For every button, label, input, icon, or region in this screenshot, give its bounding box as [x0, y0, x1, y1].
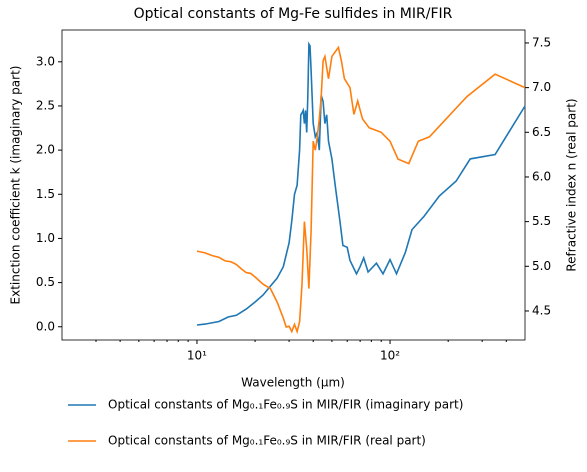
y-tick-label: 0.0: [36, 319, 55, 333]
y2-axis-label: Refractive index n (real part): [565, 98, 579, 271]
y2-tick-label: 6.5: [532, 125, 551, 139]
y2-tick-label: 6.0: [532, 169, 551, 183]
y2-tick-label: 7.5: [532, 35, 551, 49]
y-tick-label: 1.0: [36, 231, 55, 245]
data-line: [196, 41, 526, 326]
chart-title: Optical constants of Mg-Fe sulfides in M…: [134, 6, 453, 22]
x-axis-label: Wavelength (μm): [241, 376, 345, 390]
y2-tick-label: 5.5: [532, 214, 551, 228]
y2-tick-label: 4.5: [532, 303, 551, 317]
x-tick-label: 10¹: [187, 349, 207, 363]
y-axis-label: Extinction coefficient k (imaginary part…: [9, 66, 23, 305]
y-tick-label: 3.0: [36, 54, 55, 68]
y-tick-label: 2.0: [36, 143, 55, 157]
legend-label: Optical constants of Mg₀.₁Fe₀.₉S in MIR/…: [108, 434, 426, 448]
x-tick-label: 10²: [380, 349, 400, 363]
y2-tick-label: 5.0: [532, 259, 551, 273]
y-tick-label: 2.5: [36, 98, 55, 112]
legend-label: Optical constants of Mg₀.₁Fe₀.₉S in MIR/…: [108, 398, 463, 412]
y2-tick-label: 7.0: [532, 80, 551, 94]
data-line: [196, 45, 526, 335]
plot-frame: [61, 29, 526, 341]
y-tick-label: 0.5: [36, 275, 55, 289]
y-tick-label: 1.5: [36, 187, 55, 201]
